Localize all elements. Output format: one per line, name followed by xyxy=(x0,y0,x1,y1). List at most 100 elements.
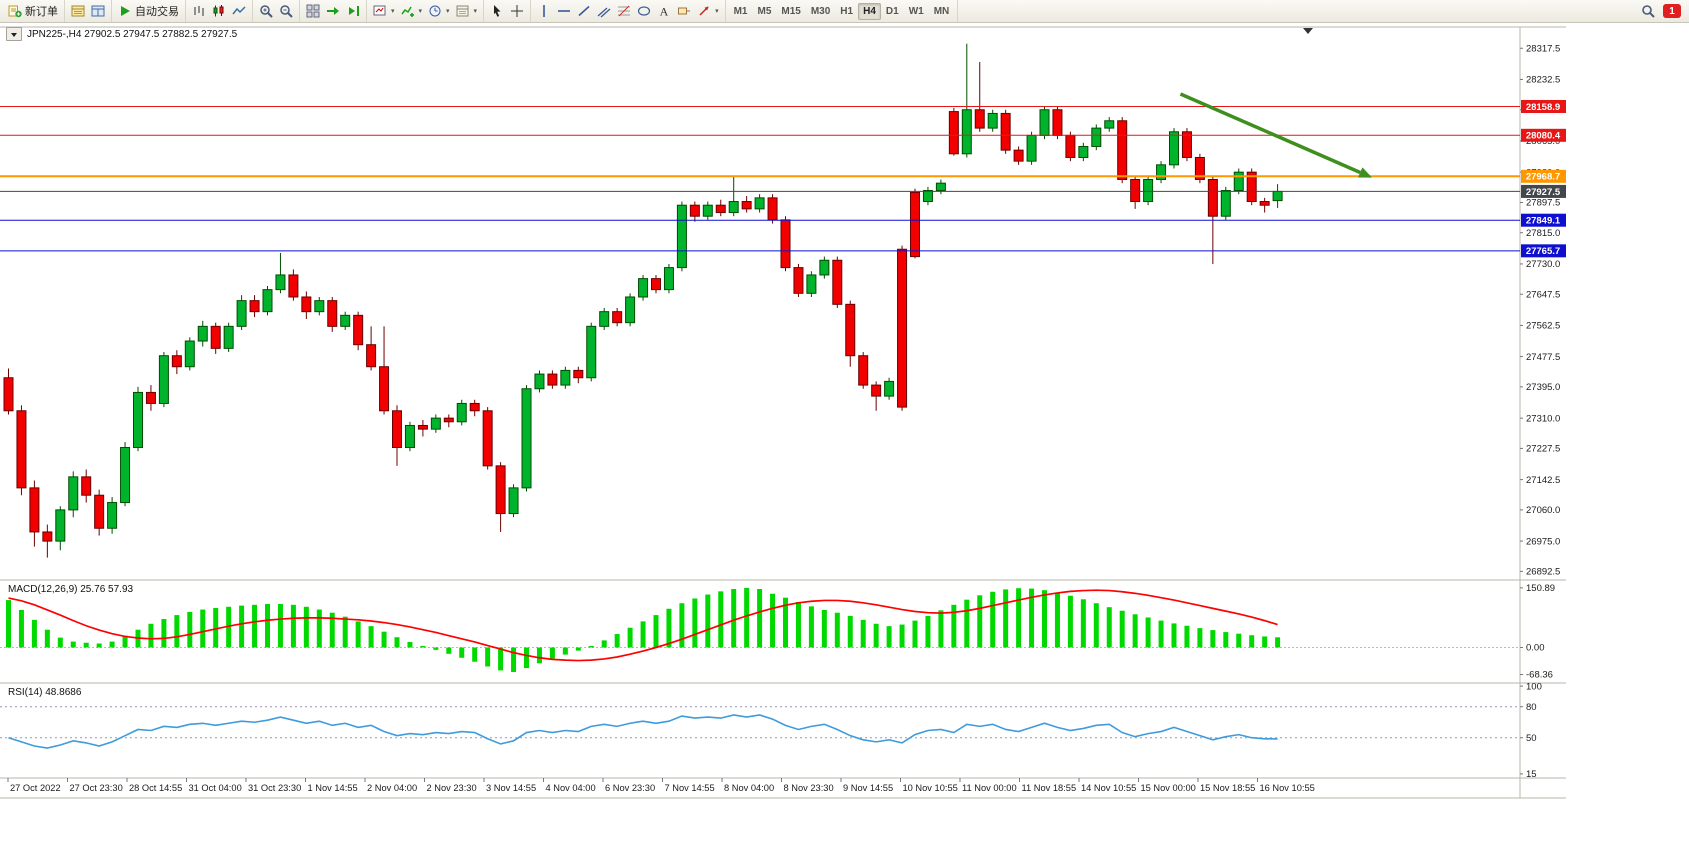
candlestick-chart-button[interactable] xyxy=(209,3,229,19)
svg-text:26892.5: 26892.5 xyxy=(1526,567,1560,578)
line-chart-button[interactable] xyxy=(229,3,249,19)
svg-text:28 Oct 14:55: 28 Oct 14:55 xyxy=(129,783,182,793)
timeframe-h1-button[interactable]: H1 xyxy=(840,5,854,17)
autotrading-button[interactable]: 自动交易 xyxy=(115,2,182,20)
svg-text:11 Nov 00:00: 11 Nov 00:00 xyxy=(962,783,1017,793)
price-badge xyxy=(1521,184,1566,198)
svg-text:7 Nov 14:55: 7 Nov 14:55 xyxy=(665,783,715,793)
svg-text:28080.4: 28080.4 xyxy=(1526,131,1561,142)
price-axis: 28317.528232.528150.028065.027980.027897… xyxy=(1520,43,1560,578)
toolbar: 新订单 自动交易 ▾ ▾ ▾ ▾ A ▾ M1 M5 M15 M30 H1 H4 D1 W1 MN 1 xyxy=(0,0,1689,23)
arrows-button[interactable]: ▾ xyxy=(694,3,722,19)
timeframe-m30-button[interactable]: M30 xyxy=(810,5,831,17)
chart-title-bar: JPN225-,H4 27902.5 27947.5 27882.5 27927… xyxy=(6,27,237,41)
svg-text:27815.0: 27815.0 xyxy=(1526,228,1560,239)
price-badge xyxy=(1521,213,1566,227)
svg-text:-68.36: -68.36 xyxy=(1526,670,1553,681)
svg-text:14 Nov 10:55: 14 Nov 10:55 xyxy=(1081,783,1136,793)
svg-text:26975.0: 26975.0 xyxy=(1526,536,1560,547)
svg-text:31 Oct 04:00: 31 Oct 04:00 xyxy=(189,783,242,793)
bar-shift-marker xyxy=(1303,28,1313,34)
svg-text:8 Nov 23:30: 8 Nov 23:30 xyxy=(784,783,834,793)
toolbar-group xyxy=(65,0,112,22)
svg-text:100: 100 xyxy=(1526,681,1542,692)
rsi-indicator-label: RSI(14) 48.8686 xyxy=(8,687,82,698)
timeframe-m5-button[interactable]: M5 xyxy=(757,5,772,17)
candlestick-series[interactable] xyxy=(3,43,1283,558)
chevron-down-icon: ▾ xyxy=(715,8,719,15)
price-badge xyxy=(1521,244,1566,258)
symbol-dropdown-icon[interactable] xyxy=(6,27,22,41)
svg-text:27927.5: 27927.5 xyxy=(1526,187,1561,198)
svg-text:11 Nov 18:55: 11 Nov 18:55 xyxy=(1022,783,1077,793)
svg-text:4 Nov 04:00: 4 Nov 04:00 xyxy=(546,783,596,793)
data-window-button[interactable] xyxy=(88,3,108,19)
indicators-button[interactable]: ▾ xyxy=(398,3,426,19)
chevron-down-icon: ▾ xyxy=(418,8,423,15)
timeframe-group: M1 M5 M15 M30 H1 H4 D1 W1 MN xyxy=(726,0,959,22)
svg-text:0.00: 0.00 xyxy=(1526,643,1545,654)
svg-text:27060.0: 27060.0 xyxy=(1526,505,1560,516)
svg-text:2 Nov 23:30: 2 Nov 23:30 xyxy=(427,783,477,793)
svg-text:27765.7: 27765.7 xyxy=(1526,246,1560,257)
timeframe-w1-button[interactable]: W1 xyxy=(908,5,924,17)
svg-text:16 Nov 10:55: 16 Nov 10:55 xyxy=(1260,783,1315,793)
chevron-down-icon: ▾ xyxy=(473,8,478,15)
svg-text:15: 15 xyxy=(1526,769,1537,780)
svg-text:27647.5: 27647.5 xyxy=(1526,289,1560,300)
notification-badge[interactable]: 1 xyxy=(1663,4,1681,18)
timeframes-menu-button[interactable]: ▾ xyxy=(425,3,453,19)
fibonacci-button[interactable] xyxy=(614,3,634,19)
bar-chart-button[interactable] xyxy=(189,3,209,19)
crosshair-button[interactable] xyxy=(507,3,527,19)
svg-text:27 Oct 23:30: 27 Oct 23:30 xyxy=(70,783,123,793)
svg-text:80: 80 xyxy=(1526,702,1537,713)
vertical-line-button[interactable] xyxy=(534,3,554,19)
svg-text:27562.5: 27562.5 xyxy=(1526,321,1560,332)
timeframe-m15-button[interactable]: M15 xyxy=(781,5,801,17)
price-badge xyxy=(1521,128,1566,142)
price-levels[interactable]: 28158.9 28080.4 27968.7 27927.5 27849.1 27765… xyxy=(0,99,1566,258)
market-watch-button[interactable] xyxy=(68,3,88,19)
toolbar-group: ▾ ▾ ▾ ▾ xyxy=(367,0,485,22)
toolbar-group xyxy=(300,0,367,22)
trendline-button[interactable] xyxy=(574,3,594,19)
zoom-out-button[interactable] xyxy=(276,3,296,19)
svg-text:6 Nov 23:30: 6 Nov 23:30 xyxy=(605,783,655,793)
timeframe-mn-button[interactable]: MN xyxy=(933,5,950,17)
equidistant-channel-button[interactable] xyxy=(594,3,614,19)
text-label-button[interactable] xyxy=(674,3,694,19)
svg-text:9 Nov 14:55: 9 Nov 14:55 xyxy=(843,783,893,793)
tile-windows-button[interactable] xyxy=(303,3,323,19)
svg-text:A: A xyxy=(660,5,669,19)
timeframe-h4-button[interactable]: H4 xyxy=(858,2,881,20)
toolbar-group: 新订单 xyxy=(2,0,65,22)
trend-arrow[interactable] xyxy=(1179,92,1373,178)
timeframe-d1-button[interactable]: D1 xyxy=(885,5,899,17)
ellipse-button[interactable] xyxy=(634,3,654,19)
cursor-button[interactable] xyxy=(487,3,507,19)
price-badge xyxy=(1521,99,1566,113)
svg-text:15 Nov 18:55: 15 Nov 18:55 xyxy=(1200,783,1255,793)
search-icon[interactable] xyxy=(1638,3,1658,19)
text-button[interactable]: A xyxy=(654,3,674,19)
svg-text:28232.5: 28232.5 xyxy=(1526,75,1560,86)
autotrading-label: 自动交易 xyxy=(135,6,179,18)
svg-text:27227.5: 27227.5 xyxy=(1526,444,1560,455)
new-order-button[interactable]: 新订单 xyxy=(5,2,61,20)
templates-button[interactable]: ▾ xyxy=(453,3,481,19)
new-chart-button[interactable]: ▾ xyxy=(370,3,398,19)
timeframe-m1-button[interactable]: M1 xyxy=(733,5,748,17)
chart-shift-button[interactable] xyxy=(343,3,363,19)
toolbar-group xyxy=(186,0,253,22)
svg-text:31 Oct 23:30: 31 Oct 23:30 xyxy=(248,783,301,793)
svg-text:15 Nov 00:00: 15 Nov 00:00 xyxy=(1141,783,1196,793)
horizontal-line-button[interactable] xyxy=(554,3,574,19)
chevron-down-icon: ▾ xyxy=(391,8,395,15)
svg-text:8 Nov 04:00: 8 Nov 04:00 xyxy=(724,783,774,793)
auto-scroll-button[interactable] xyxy=(323,3,343,19)
zoom-in-button[interactable] xyxy=(256,3,276,19)
svg-text:27897.5: 27897.5 xyxy=(1526,198,1560,209)
svg-text:2 Nov 04:00: 2 Nov 04:00 xyxy=(367,783,417,793)
